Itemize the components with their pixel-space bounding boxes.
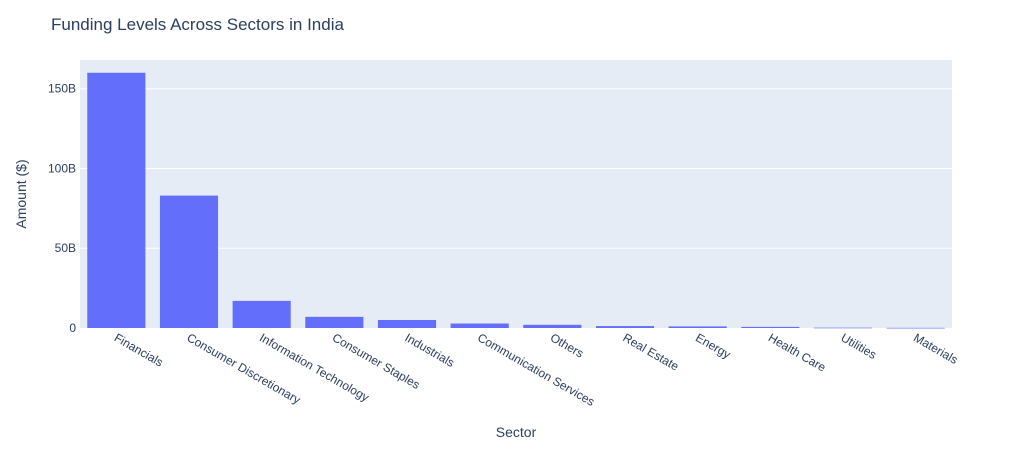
bar[interactable] — [668, 326, 727, 328]
x-axis-ticks: Financials Consumer DiscretionaryInformat… — [112, 330, 960, 408]
bar[interactable] — [232, 300, 291, 328]
bar[interactable] — [741, 326, 800, 328]
y-tick-label: 0 — [69, 321, 76, 335]
y-axis-ticks: 0 50B 100B 150B — [48, 82, 76, 335]
x-tick-label: Others — [548, 330, 586, 360]
plot-area — [80, 60, 952, 328]
y-tick-label: 100B — [48, 161, 76, 175]
bar[interactable] — [87, 72, 146, 328]
bar[interactable] — [305, 316, 364, 328]
bar-series — [87, 72, 945, 329]
y-tick-label: 150B — [48, 82, 76, 96]
gridlines — [80, 88, 952, 249]
bar[interactable] — [523, 324, 582, 328]
x-tick-label: Communication Services — [475, 330, 597, 408]
x-tick-label: Utilities — [839, 330, 879, 361]
x-tick-label: Financials — [112, 330, 166, 369]
x-axis-title: Sector — [496, 424, 537, 440]
chart-title: Funding Levels Across Sectors in India — [51, 15, 344, 34]
y-axis-title: Amount ($) — [13, 159, 29, 228]
y-tick-label: 50B — [55, 241, 76, 255]
x-tick-label: Real Estate — [621, 330, 682, 373]
bar[interactable] — [450, 323, 509, 328]
bar[interactable] — [595, 326, 655, 328]
bar[interactable] — [813, 327, 873, 329]
x-tick-label: Energy — [693, 330, 733, 361]
bar[interactable] — [159, 195, 219, 328]
bar[interactable] — [377, 320, 437, 328]
x-tick-label: Materials — [911, 330, 960, 366]
bar[interactable] — [886, 327, 945, 329]
x-tick-label: Industrials — [403, 330, 457, 369]
x-tick-label: Health Care — [766, 330, 829, 374]
